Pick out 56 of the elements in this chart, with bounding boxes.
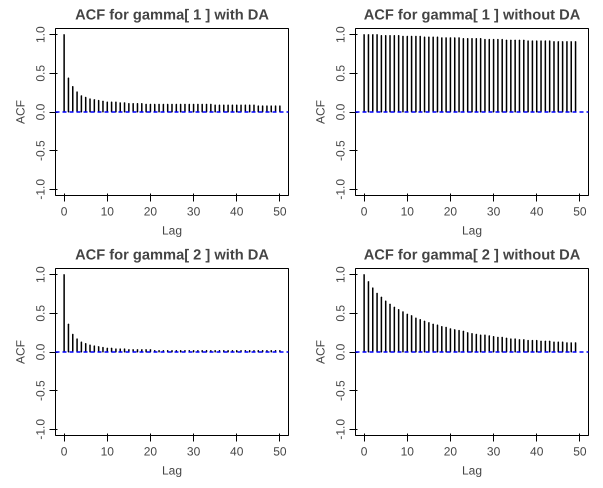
x-tick-label: 30	[186, 204, 201, 218]
x-tick-label: 20	[144, 444, 158, 458]
y-tick-label: 1.0	[334, 26, 348, 44]
x-tick-label: 0	[360, 204, 368, 218]
x-tick-label: 0	[60, 204, 68, 218]
x-axis-title: Lag	[162, 224, 182, 238]
y-tick-label: 1.0	[334, 266, 348, 284]
x-tick-label: 20	[444, 444, 458, 458]
x-tick-label: 10	[100, 444, 114, 458]
y-tick-label: 0.5	[334, 304, 348, 322]
x-tick-label: 30	[186, 444, 201, 458]
chart-title: ACF for gamma[ 2 ] without DA	[364, 248, 581, 264]
chart-title: ACF for gamma[ 2 ] with DA	[75, 248, 270, 264]
x-tick-label: 40	[230, 204, 244, 218]
x-tick-label: 10	[400, 204, 414, 218]
x-axis-title: Lag	[462, 224, 482, 238]
x-tick-label: 40	[230, 444, 244, 458]
x-tick-label: 40	[530, 444, 544, 458]
y-tick-label: -1.0	[334, 178, 348, 200]
x-tick-label: 50	[273, 444, 287, 458]
x-tick-label: 50	[573, 444, 587, 458]
y-axis-title: ACF	[14, 340, 28, 364]
y-tick-label: 0.0	[34, 103, 48, 120]
x-tick-label: 50	[573, 204, 587, 218]
y-tick-label: 0.5	[34, 64, 48, 82]
y-tick-label: 0.0	[334, 103, 348, 120]
y-axis-title: ACF	[314, 100, 328, 124]
y-axis-title: ACF	[314, 340, 328, 364]
chart-title: ACF for gamma[ 1 ] without DA	[364, 8, 581, 24]
x-tick-label: 30	[486, 444, 501, 458]
y-axis-title: ACF	[14, 100, 28, 124]
y-tick-label: 0.5	[334, 64, 348, 82]
x-tick-label: 20	[144, 204, 158, 218]
y-tick-label: -0.5	[334, 140, 348, 161]
x-tick-label: 20	[444, 204, 458, 218]
x-tick-label: 10	[400, 444, 414, 458]
y-tick-label: -0.5	[334, 380, 348, 401]
y-tick-label: 0.0	[334, 343, 348, 360]
x-tick-label: 40	[530, 204, 544, 218]
y-tick-label: 1.0	[34, 26, 48, 44]
y-tick-label: 0.0	[34, 343, 48, 360]
x-axis-title: Lag	[462, 464, 482, 478]
y-tick-label: -0.5	[34, 140, 48, 161]
y-tick-label: -1.0	[34, 178, 48, 200]
x-tick-label: 10	[100, 204, 114, 218]
x-tick-label: 0	[360, 444, 368, 458]
x-axis-title: Lag	[162, 464, 182, 478]
x-tick-label: 50	[273, 204, 287, 218]
y-tick-label: 1.0	[34, 266, 48, 284]
x-tick-label: 0	[60, 444, 68, 458]
y-tick-label: -1.0	[34, 418, 48, 440]
y-tick-label: -0.5	[34, 380, 48, 401]
x-tick-label: 30	[486, 204, 501, 218]
y-tick-label: -1.0	[334, 418, 348, 440]
chart-title: ACF for gamma[ 1 ] with DA	[75, 8, 270, 24]
y-tick-label: 0.5	[34, 304, 48, 322]
